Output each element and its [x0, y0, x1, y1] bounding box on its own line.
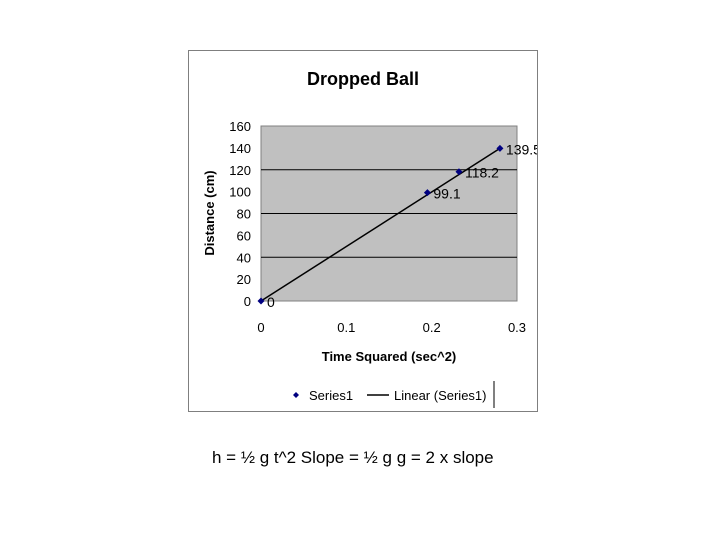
y-tick-label: 120 — [229, 163, 251, 178]
formula-caption: h = ½ g t^2 Slope = ½ g g = 2 x slope — [212, 448, 494, 467]
x-axis-ticks: 0 0.1 0.2 0.3 — [257, 320, 526, 335]
data-point — [455, 168, 463, 176]
x-tick-label: 0.3 — [508, 320, 526, 335]
data-point — [496, 144, 504, 152]
data-label: 0 — [267, 294, 275, 310]
y-tick-label: 60 — [237, 228, 251, 243]
data-label-layer: 0 99.1 118.2 139.5 — [267, 141, 537, 310]
legend-linear-label: Linear (Series1) — [394, 388, 487, 403]
gridlines — [261, 169, 517, 258]
data-point — [423, 189, 431, 197]
y-tick-label: 40 — [237, 250, 251, 265]
legend-series1-marker — [293, 392, 299, 398]
y-axis-ticks: 0 20 40 60 80 100 120 140 160 — [229, 119, 251, 309]
data-label: 139.5 — [506, 141, 537, 157]
y-axis-label: Distance (cm) — [202, 170, 217, 255]
legend: Series1 Linear (Series1) — [293, 381, 495, 408]
data-label: 99.1 — [433, 186, 460, 202]
legend-series1-label: Series1 — [309, 388, 353, 403]
chart-title: Dropped Ball — [307, 69, 419, 89]
y-tick-label: 140 — [229, 141, 251, 156]
data-point — [257, 297, 265, 305]
x-tick-label: 0.2 — [423, 320, 441, 335]
chart-frame: Dropped Ball 0 20 40 60 80 100 120 140 160 0 0.1 0… — [188, 50, 538, 412]
y-tick-label: 100 — [229, 185, 251, 200]
x-axis-label: Time Squared (sec^2) — [322, 349, 457, 364]
y-tick-label: 20 — [237, 272, 251, 287]
y-tick-label: 160 — [229, 119, 251, 134]
data-label: 118.2 — [465, 165, 499, 181]
y-tick-label: 80 — [237, 207, 251, 222]
x-tick-label: 0 — [257, 320, 264, 335]
y-tick-label: 0 — [244, 294, 251, 309]
marker-layer — [257, 144, 504, 305]
x-tick-label: 0.1 — [337, 320, 355, 335]
